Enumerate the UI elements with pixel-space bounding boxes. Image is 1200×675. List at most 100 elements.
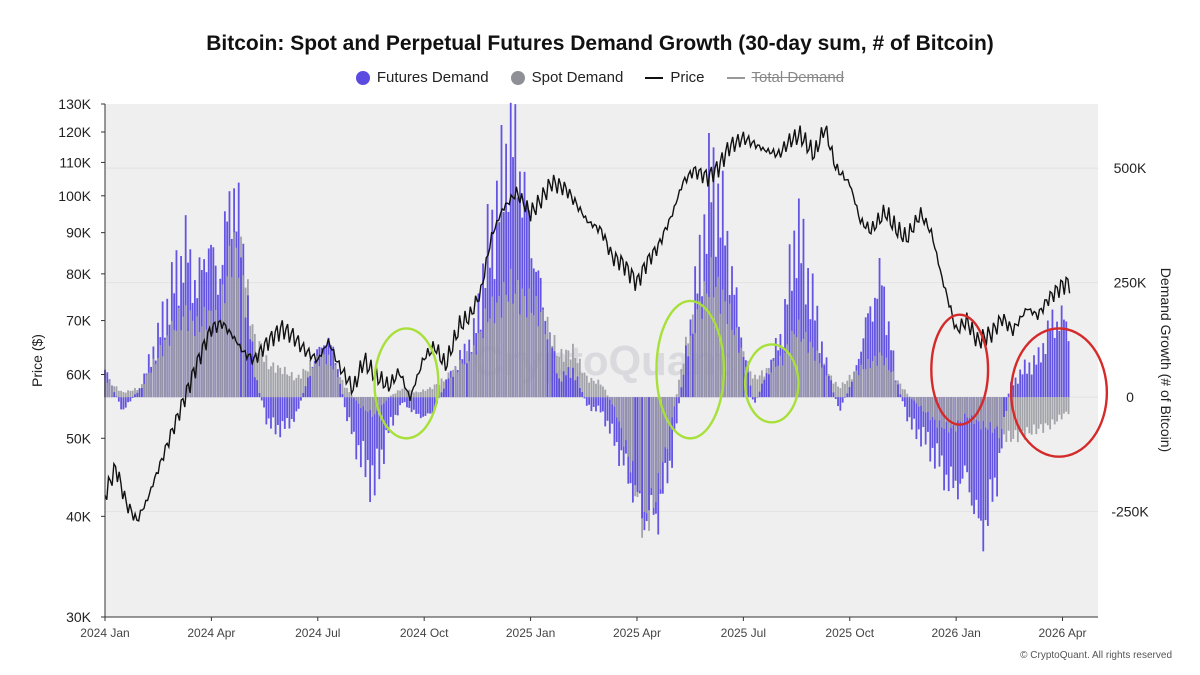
futures-bar [857, 358, 860, 398]
spot-bar [489, 318, 491, 398]
futures-bar [800, 263, 803, 398]
spot-bar [525, 317, 528, 398]
spot-bar [631, 397, 634, 461]
futures-bar [108, 379, 111, 398]
spot-bar [447, 372, 450, 398]
futures-bar [910, 397, 913, 430]
futures-bar [253, 377, 256, 398]
spot-bar [811, 347, 814, 398]
futures-bar [1063, 319, 1065, 398]
futures-bar [1046, 320, 1049, 398]
legend-total-demand[interactable]: Total Demand [726, 69, 844, 86]
spot-bar [1063, 397, 1065, 414]
x-tick-label: 2024 Jan [80, 626, 129, 640]
spot-bar [187, 331, 189, 398]
spot-bar [313, 363, 316, 398]
spot-bar [744, 366, 747, 398]
spot-bar [784, 352, 786, 398]
futures-bar [920, 397, 922, 447]
futures-bar [438, 397, 441, 398]
futures-bar [963, 397, 966, 466]
futures-bar [366, 397, 369, 460]
spot-bar [735, 327, 738, 398]
spot-bar [719, 313, 722, 398]
futures-bar [170, 262, 173, 398]
legend-price[interactable]: Price [645, 69, 705, 86]
futures-bar [281, 397, 284, 422]
spot-bar [512, 303, 514, 398]
spot-bar [136, 390, 139, 398]
demand-tick-label: 500K [1114, 160, 1147, 176]
futures-bar [578, 388, 581, 398]
futures-bar [507, 211, 510, 398]
futures-bar [304, 386, 307, 398]
futures-bar [735, 287, 738, 398]
spot-bar [569, 359, 572, 398]
futures-bar [228, 191, 231, 398]
spot-bar [562, 361, 565, 398]
demand-tick-label: 0 [1126, 389, 1134, 405]
spot-bar [740, 347, 743, 398]
spot-bar [318, 366, 321, 398]
futures-bar [157, 322, 159, 398]
spot-bar [454, 366, 457, 398]
spot-bar [389, 395, 392, 398]
spot-bar [535, 296, 537, 398]
legend-futures-demand[interactable]: Futures Demand [355, 69, 489, 86]
spot-bar [668, 397, 671, 425]
annotation-ellipse [1009, 327, 1109, 458]
spot-bar [788, 353, 791, 398]
futures-bar [249, 339, 252, 398]
spot-bar [323, 354, 325, 398]
futures-bar [827, 376, 830, 398]
spot-bar [399, 390, 401, 398]
spot-bar [258, 341, 261, 398]
futures-bar [380, 397, 383, 450]
futures-bar [885, 335, 888, 398]
spot-bar [325, 364, 328, 398]
futures-bar [263, 397, 265, 408]
futures-bar [140, 387, 143, 398]
spot-bar [548, 333, 551, 398]
spot-bar [449, 377, 452, 398]
spot-bar [913, 397, 916, 401]
futures-bar [878, 257, 881, 398]
spot-bar [756, 379, 759, 398]
spot-bar [908, 396, 911, 398]
futures-bar [728, 295, 731, 398]
price-tick-label: 110K [59, 154, 91, 170]
futures-bar [982, 397, 985, 552]
futures-bar [217, 294, 219, 398]
spot-bar [263, 361, 265, 398]
spot-bar [341, 379, 344, 398]
futures-bar [980, 397, 982, 521]
spot-bar [371, 397, 374, 417]
futures-bar [887, 321, 890, 398]
spot-bar [834, 381, 837, 398]
spot-bar [166, 335, 169, 398]
spot-bar [495, 302, 498, 398]
spot-bar [334, 364, 337, 398]
futures-bar [306, 377, 309, 398]
futures-bar [468, 339, 471, 398]
legend-spot-demand[interactable]: Spot Demand [510, 69, 623, 86]
spot-bar [629, 397, 632, 473]
futures-bar [528, 210, 531, 398]
spot-bar [327, 354, 330, 398]
futures-bar [436, 397, 438, 404]
futures-bar [821, 341, 823, 398]
spot-bar [585, 375, 588, 398]
futures-bar [583, 397, 586, 399]
futures-bar [966, 397, 969, 473]
spot-bar [841, 382, 844, 398]
futures-bar [136, 392, 139, 398]
spot-bar [468, 361, 471, 398]
spot-bar [595, 383, 597, 398]
x-tick-label: 2024 Jul [295, 626, 340, 640]
futures-bar [770, 359, 773, 398]
spot-dot-icon [510, 70, 525, 85]
spot-bar [279, 367, 282, 398]
spot-bar [567, 350, 570, 398]
spot-bar [251, 324, 254, 398]
spot-bar [159, 344, 162, 398]
